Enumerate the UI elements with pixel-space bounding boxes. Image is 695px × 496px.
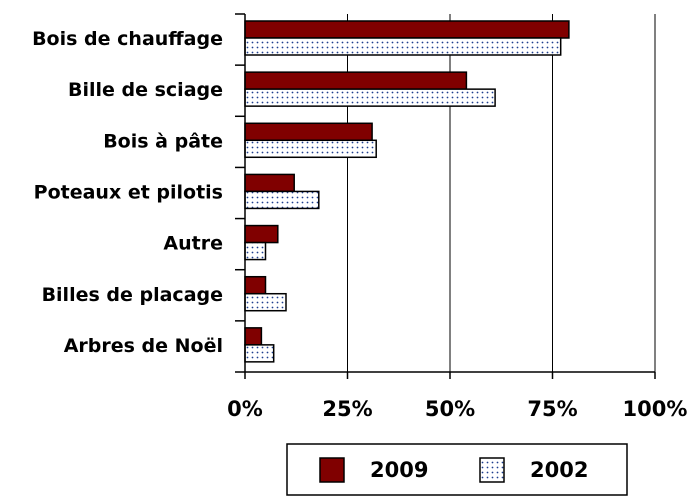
y-tick-label: Bois à pâte [103, 130, 223, 152]
x-tick-label: 25% [322, 397, 372, 421]
bar [244, 173, 295, 193]
bar [244, 190, 320, 210]
legend-swatch [479, 457, 505, 483]
bar [244, 20, 570, 39]
legend-label: 2002 [530, 458, 588, 482]
legend-swatch [319, 457, 345, 483]
bar [244, 327, 263, 346]
bar [244, 88, 496, 107]
bar [244, 344, 275, 363]
y-tick-label: Bille de sciage [68, 79, 223, 101]
bar [244, 122, 373, 142]
bar [244, 71, 468, 90]
y-tick-label: Billes de placage [42, 284, 223, 306]
x-tick-label: 75% [527, 397, 577, 421]
bar [244, 37, 562, 56]
x-tick-label: 50% [425, 397, 475, 421]
bar [244, 241, 267, 261]
y-tick-label: Autre [163, 233, 223, 255]
y-tick-label: Bois de chauffage [32, 28, 223, 50]
legend-label: 2009 [370, 458, 428, 482]
bar [244, 139, 377, 159]
bar [244, 292, 287, 312]
bar [244, 275, 267, 295]
bar [244, 224, 279, 244]
x-tick-label: 100% [623, 397, 688, 421]
y-tick-label: Poteaux et pilotis [34, 182, 223, 204]
y-tick-label: Arbres de Noël [64, 335, 223, 357]
x-tick-label: 0% [227, 397, 263, 421]
